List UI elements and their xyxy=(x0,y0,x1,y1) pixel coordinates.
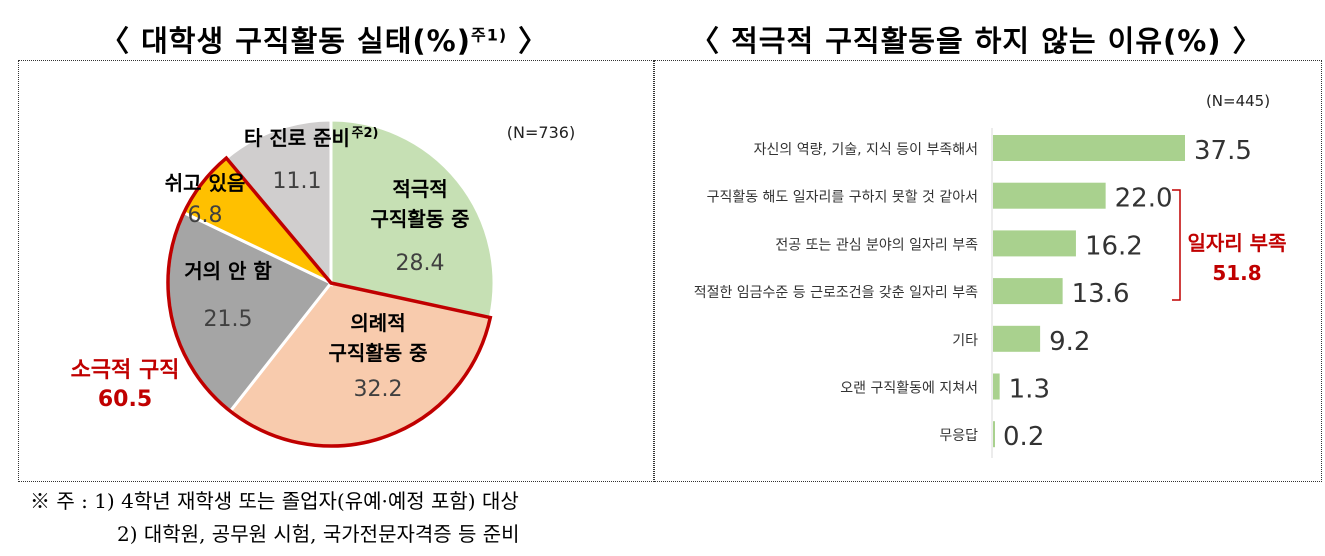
pie-slice-label: 의례적 xyxy=(350,311,405,335)
bar-category-label: 적절한 임금수준 등 근로조건을 갖춘 일자리 부족 xyxy=(694,285,978,301)
pie-slice-label: 타 진로 준비 xyxy=(244,126,350,150)
pie-title: 〈 대학생 구직활동 실태(%)주1) 〉 xyxy=(100,24,549,58)
bar-category-label: 구직활동 해도 일자리를 구하지 못할 것 같아서 xyxy=(707,190,978,206)
pie-slice-value: 28.4 xyxy=(396,251,445,276)
bar-title: 〈 적극적 구직활동을 하지 않는 이유(%) 〉 xyxy=(690,24,1263,58)
pie-slice xyxy=(329,118,496,320)
bar-value-label: 0.2 xyxy=(1003,422,1044,452)
bar-category-label: 기타 xyxy=(952,333,978,349)
pie-slice-value: 11.1 xyxy=(273,169,322,194)
bar xyxy=(993,135,1185,161)
bar-category-label: 무응답 xyxy=(939,428,978,444)
note-2: 2) 대학원, 공무원 시험, 국가전문자격증 등 준비 xyxy=(117,522,520,546)
bar-category-label: 자신의 역량, 기술, 지식 등이 부족해서 xyxy=(754,142,978,158)
pie-label-note: 주2) xyxy=(352,126,379,141)
bar xyxy=(993,325,1041,352)
pie-slice-label: 구직활동 중 xyxy=(371,207,470,231)
bar-value-label: 37.5 xyxy=(1194,136,1252,166)
passive-group-outline xyxy=(166,155,493,448)
pie-slice-label: 쉬고 있음 xyxy=(165,171,246,195)
job-shortage-label: 일자리 부족 xyxy=(1188,231,1287,255)
bar-category-label: 오랜 구직활동에 지쳐서 xyxy=(840,381,978,397)
bar-value-label: 1.3 xyxy=(1009,375,1050,405)
passive-group-value: 60.5 xyxy=(98,387,152,412)
bar-value-label: 22.0 xyxy=(1115,184,1173,214)
bar xyxy=(993,421,995,448)
pie-slice-label: 적극적 xyxy=(392,177,447,201)
pie-slice xyxy=(224,118,333,288)
bar xyxy=(993,182,1106,209)
bar-value-label: 16.2 xyxy=(1085,231,1143,261)
bar xyxy=(993,278,1063,305)
note-1: ※ 주 : 1) 4학년 재학생 또는 졸업자(유예·예정 포함) 대상 xyxy=(30,489,519,513)
bar-sample-size: (N=445) xyxy=(1206,92,1270,110)
pie-panel xyxy=(18,60,654,482)
bar-value-label: 13.6 xyxy=(1072,279,1130,309)
job-shortage-bracket xyxy=(1172,189,1181,301)
pie-slice-label: 거의 안 함 xyxy=(184,259,272,283)
bar-panel xyxy=(654,60,1322,482)
pie-slice-value: 6.8 xyxy=(188,203,223,228)
pie-slice-value: 21.5 xyxy=(204,307,253,332)
job-shortage-value: 51.8 xyxy=(1212,261,1261,285)
pie-slice-label: 구직활동 중 xyxy=(329,341,428,365)
bar-value-label: 9.2 xyxy=(1049,327,1090,357)
bar xyxy=(993,373,1000,400)
pie-sample-size: (N=736) xyxy=(507,123,575,142)
bar xyxy=(993,230,1076,257)
bar-category-label: 전공 또는 관심 분야의 일자리 부족 xyxy=(775,237,978,253)
pie-slice-value: 32.2 xyxy=(354,377,403,402)
passive-group-label: 소극적 구직 xyxy=(71,358,180,383)
